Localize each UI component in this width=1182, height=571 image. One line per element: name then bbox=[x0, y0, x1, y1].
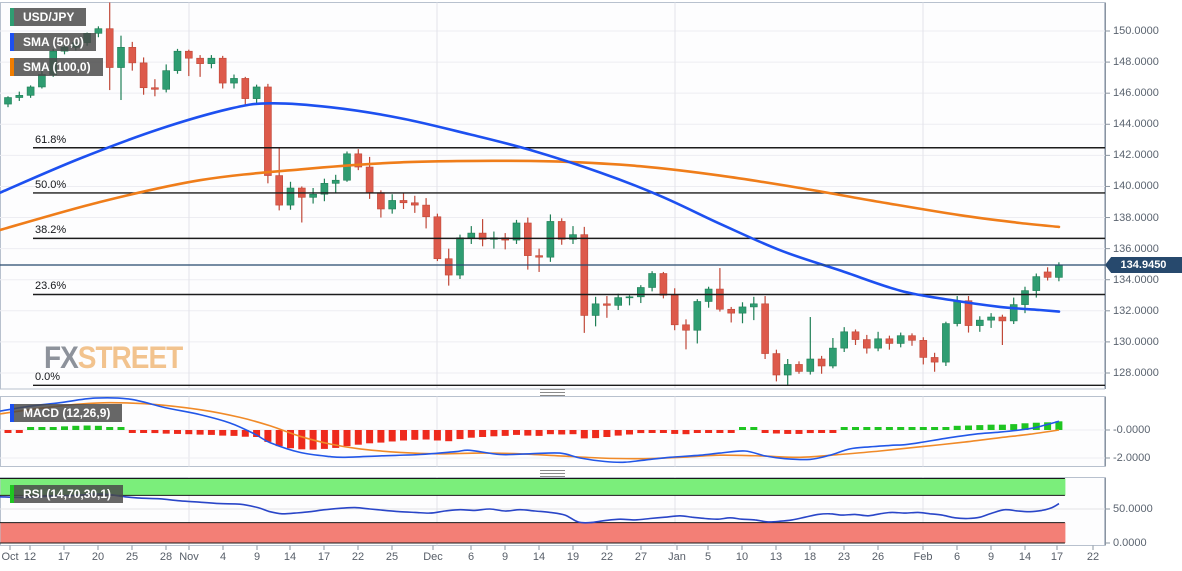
x-axis-label: 17 bbox=[317, 551, 331, 563]
price-axis-label: 138.0000 bbox=[1113, 211, 1159, 224]
legend-symbol[interactable]: USD/JPY bbox=[10, 8, 87, 26]
symbol-label: USD/JPY bbox=[23, 10, 75, 24]
fibonacci-levels bbox=[33, 147, 1105, 386]
price-axis-label: 148.0000 bbox=[1113, 56, 1159, 69]
rsi-overbought-band bbox=[0, 478, 1066, 496]
sma100-line bbox=[0, 159, 1061, 232]
panel-resize-handle-macd[interactable] bbox=[540, 389, 565, 397]
legend-sma50[interactable]: SMA (50,0) bbox=[10, 33, 96, 51]
x-axis-label: 22 bbox=[351, 551, 365, 563]
price-axis-label: 146.0000 bbox=[1113, 87, 1159, 100]
indicator-legend: USD/JPY SMA (50,0) SMA (100,0) bbox=[10, 8, 103, 76]
price-axis-label: 140.0000 bbox=[1113, 180, 1159, 193]
x-axis-label: 23 bbox=[837, 551, 851, 563]
x-axis-label: 20 bbox=[91, 551, 105, 563]
price-axis-label: 136.0000 bbox=[1113, 242, 1159, 255]
sma100-label: SMA (100,0) bbox=[23, 60, 91, 74]
x-axis-label: 14 bbox=[283, 551, 297, 563]
price-panel bbox=[0, 2, 1105, 386]
price-axis-label: 132.0000 bbox=[1113, 304, 1159, 317]
price-axis-label: 142.0000 bbox=[1113, 149, 1159, 162]
fib-level-label: 38.2% bbox=[35, 224, 67, 237]
watermark-fx: FX bbox=[44, 340, 79, 375]
x-axis-label: 18 bbox=[803, 551, 817, 563]
macd-axis-label: -2.0000 bbox=[1113, 452, 1151, 464]
rsi-panel bbox=[0, 478, 1066, 544]
x-axis-label: 5 bbox=[704, 551, 712, 563]
x-axis-label: 19 bbox=[566, 551, 580, 563]
x-axis-label: 13 bbox=[769, 551, 783, 563]
fib-level-label: 23.6% bbox=[35, 280, 67, 293]
x-axis-label: 9 bbox=[253, 551, 261, 563]
x-axis-label: 17 bbox=[1050, 551, 1064, 563]
x-axis-label: 26 bbox=[871, 551, 885, 563]
x-axis-label: Dec bbox=[423, 551, 443, 563]
current-price-badge: 134.9450 bbox=[1105, 257, 1182, 274]
legend-sma100[interactable]: SMA (100,0) bbox=[10, 58, 103, 76]
rsi-axis-label: 0.0000 bbox=[1113, 537, 1147, 549]
x-axis-label: 6 bbox=[467, 551, 475, 563]
x-axis-label: Jan bbox=[668, 551, 686, 563]
price-axis-label: 128.0000 bbox=[1113, 366, 1159, 379]
watermark-street: STREET bbox=[77, 340, 183, 375]
price-axis-label: 130.0000 bbox=[1113, 335, 1159, 348]
x-axis-label: 17 bbox=[57, 551, 71, 563]
macd-accent-bar bbox=[10, 404, 14, 422]
x-axis-label: 4 bbox=[219, 551, 227, 563]
sma100-accent-bar bbox=[10, 58, 14, 76]
macd-badge[interactable]: MACD (12,26,9) bbox=[10, 404, 123, 422]
x-axis-label: 22 bbox=[600, 551, 614, 563]
rsi-line bbox=[0, 493, 1060, 524]
fib-level-label: 50.0% bbox=[35, 178, 67, 191]
fib-level-label: 0.0% bbox=[35, 371, 61, 384]
x-axis-label: Nov bbox=[179, 551, 199, 563]
fib-level-label: 61.8% bbox=[35, 133, 67, 146]
x-axis-label: 9 bbox=[987, 551, 995, 563]
sma50-accent-bar bbox=[10, 33, 14, 51]
symbol-accent-bar bbox=[10, 8, 14, 26]
x-axis-label: 12 bbox=[23, 551, 37, 563]
panel-resize-handle-rsi[interactable] bbox=[540, 470, 565, 478]
rsi-label: RSI (14,70,30,1) bbox=[23, 487, 112, 501]
macd-histogram bbox=[4, 421, 1063, 450]
rsi-badge[interactable]: RSI (14,70,30,1) bbox=[10, 485, 124, 503]
x-axis-label: 25 bbox=[125, 551, 139, 563]
macd-label: MACD (12,26,9) bbox=[23, 406, 111, 420]
sma50-label: SMA (50,0) bbox=[23, 35, 84, 49]
x-axis-label: 10 bbox=[735, 551, 749, 563]
x-axis-label: 25 bbox=[385, 551, 399, 563]
macd-panel bbox=[0, 396, 1063, 464]
x-axis-label: 6 bbox=[953, 551, 961, 563]
x-axis-label: Feb bbox=[913, 551, 933, 563]
fxstreet-watermark: FXSTREET bbox=[44, 340, 183, 376]
macd-line bbox=[0, 396, 1060, 464]
x-axis-label: 14 bbox=[1018, 551, 1032, 563]
x-axis-label: 14 bbox=[532, 551, 546, 563]
x-axis-label: 9 bbox=[501, 551, 509, 563]
rsi-oversold-band bbox=[0, 522, 1066, 543]
price-axis-label: 134.0000 bbox=[1113, 273, 1159, 286]
axes bbox=[9, 2, 1110, 550]
rsi-axis-label: 50.0000 bbox=[1113, 503, 1153, 515]
price-axis-label: 144.0000 bbox=[1113, 118, 1159, 131]
macd-axis-label: -0.0000 bbox=[1113, 424, 1151, 436]
sma50-line bbox=[0, 101, 1061, 313]
price-axis-label: 150.0000 bbox=[1113, 25, 1159, 37]
x-axis-label: 28 bbox=[159, 551, 173, 563]
x-axis-label: 22 bbox=[1086, 551, 1100, 563]
x-axis-label: Oct bbox=[1, 551, 19, 563]
x-axis-label: 27 bbox=[634, 551, 648, 563]
rsi-accent-bar bbox=[10, 485, 14, 503]
